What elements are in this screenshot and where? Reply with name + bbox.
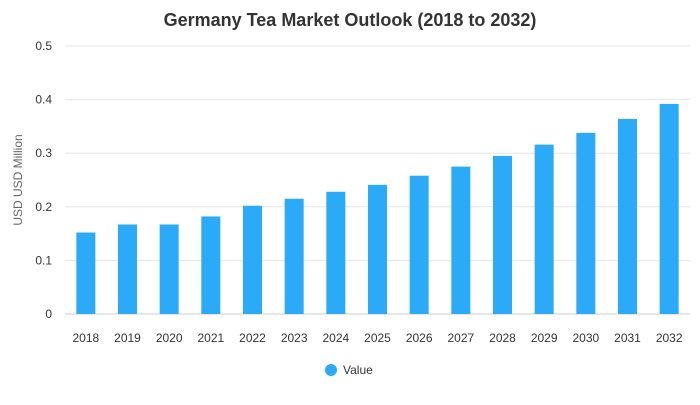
y-tick-label: 0.1 [35,253,52,267]
bar-2029[interactable] [534,144,554,314]
x-tick-label: 2030 [572,331,599,345]
bar-2024[interactable] [326,191,346,314]
y-tick-label: 0.4 [35,93,52,107]
x-tick-label: 2019 [114,331,141,345]
chart-title: Germany Tea Market Outlook (2018 to 2032… [164,10,537,30]
bar-2025[interactable] [368,184,387,314]
bar-2026[interactable] [409,175,429,314]
y-tick-label: 0.5 [35,39,52,53]
x-tick-label: 2024 [322,331,349,345]
bar-2032[interactable] [659,103,679,314]
x-tick-label: 2020 [156,331,183,345]
legend-label: Value [343,363,373,377]
x-tick-label: 2023 [281,331,308,345]
x-tick-label: 2026 [406,331,433,345]
x-axis-ticks: 2018 2019 2020 2021 2022 2023 2024 2025 2026 2027… [72,331,682,345]
bar-2031[interactable] [618,118,637,315]
bar-2028[interactable] [493,155,512,314]
y-tick-label: 0.3 [35,146,52,160]
x-tick-label: 2029 [531,331,558,345]
bar-2022[interactable] [243,205,262,314]
bar-2021[interactable] [201,216,221,314]
y-tick-label: 0 [45,307,52,321]
y-axis-label: USD USD Million [11,134,25,225]
x-tick-label: 2021 [197,331,224,345]
x-tick-label: 2022 [239,331,266,345]
bar-2018[interactable] [76,232,96,314]
x-tick-label: 2028 [489,331,516,345]
y-axis-ticks: 0 0.1 0.2 0.3 0.4 0.5 [35,39,52,321]
bar-2019[interactable] [118,224,137,314]
x-tick-label: 2027 [447,331,474,345]
y-tick-label: 0.2 [35,200,52,214]
legend[interactable]: Value [325,363,373,377]
bar-2020[interactable] [159,224,179,314]
bar-2023[interactable] [284,198,304,314]
legend-swatch [325,364,337,376]
bar-2030[interactable] [576,132,596,314]
bar-series [76,103,679,315]
bar-2027[interactable] [451,166,471,314]
x-tick-label: 2018 [72,331,99,345]
x-tick-label: 2025 [364,331,391,345]
x-tick-label: 2032 [656,331,683,345]
x-tick-label: 2031 [614,331,641,345]
